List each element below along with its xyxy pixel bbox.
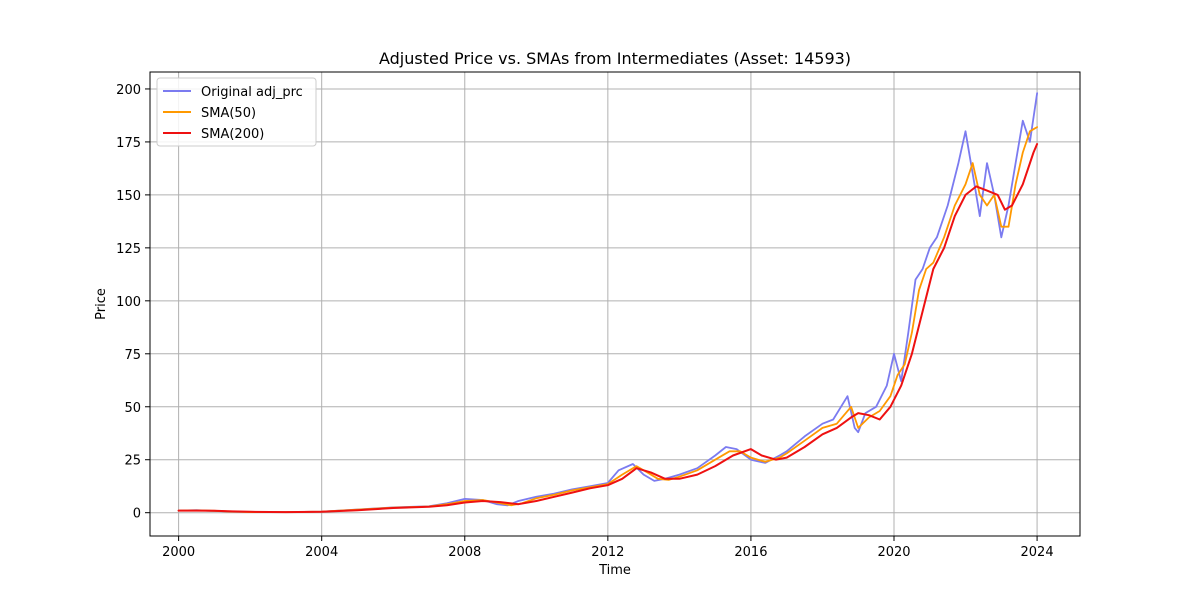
x-tick-label: 2012 — [591, 545, 624, 560]
legend-label-original: Original adj_prc — [201, 85, 303, 100]
series-sma-200 — [177, 143, 1039, 514]
y-tick-label: 75 — [124, 348, 141, 363]
y-tick-label: 50 — [124, 401, 141, 416]
legend-box — [156, 77, 317, 147]
plot-frame — [149, 71, 1081, 537]
y-tick-label: 175 — [116, 136, 141, 151]
y-axis-title: Price — [94, 288, 109, 320]
y-tick-label: 25 — [124, 454, 141, 469]
y-tick-label: 125 — [116, 242, 141, 257]
x-tick-label: 2004 — [305, 545, 338, 560]
x-tick-label: 2020 — [877, 545, 910, 560]
series-original-adj-prc — [177, 92, 1038, 513]
x-axis: 2000 2004 2008 2012 2016 2020 2024 — [162, 536, 1054, 560]
x-tick-label: 2008 — [448, 545, 481, 560]
y-tick-label: 100 — [116, 295, 141, 310]
legend: Original adj_prc SMA(50) SMA(200) — [156, 77, 317, 147]
y-tick-label: 200 — [116, 83, 141, 98]
y-axis: 0 25 50 75 100 125 150 175 200 — [116, 83, 150, 522]
x-tick-label: 2016 — [734, 545, 767, 560]
legend-label-sma200: SMA(200) — [201, 127, 264, 142]
chart-title: Adjusted Price vs. SMAs from Intermediat… — [379, 49, 851, 68]
x-axis-title: Time — [598, 563, 631, 578]
x-tick-label: 2024 — [1021, 545, 1054, 560]
series-sma-50 — [177, 126, 1038, 513]
series-layer — [177, 92, 1039, 514]
y-tick-label: 150 — [116, 189, 141, 204]
x-tick-label: 2000 — [162, 545, 195, 560]
y-tick-label: 0 — [133, 507, 141, 522]
legend-label-sma50: SMA(50) — [201, 106, 256, 121]
